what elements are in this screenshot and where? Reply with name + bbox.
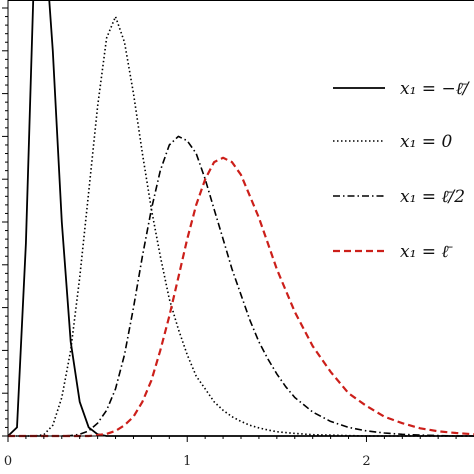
legend: x₁ = −ℓ̄/ x₁ = 0 x₁ = ℓ̄/2 x₁ = ℓ̄	[333, 79, 471, 262]
x-tick-label: 2	[362, 454, 370, 469]
x-ticks: 0 1 2	[4, 436, 457, 469]
x-tick-label: 1	[183, 454, 191, 469]
plot-curves	[7, 0, 474, 438]
x-tick-label: 0	[4, 454, 12, 469]
y-ticks	[2, 7, 8, 437]
legend-label-2: x₁ = 0	[400, 132, 452, 152]
plot-axes	[7, 0, 474, 437]
legend-label-3: x₁ = ℓ̄/2	[400, 187, 465, 207]
series-line-4	[8, 156, 474, 438]
legend-label-1: x₁ = −ℓ̄/	[400, 79, 471, 99]
legend-label-4: x₁ = ℓ̄	[400, 242, 454, 262]
series-line-1	[7, 0, 474, 437]
series-line-2	[8, 15, 474, 437]
